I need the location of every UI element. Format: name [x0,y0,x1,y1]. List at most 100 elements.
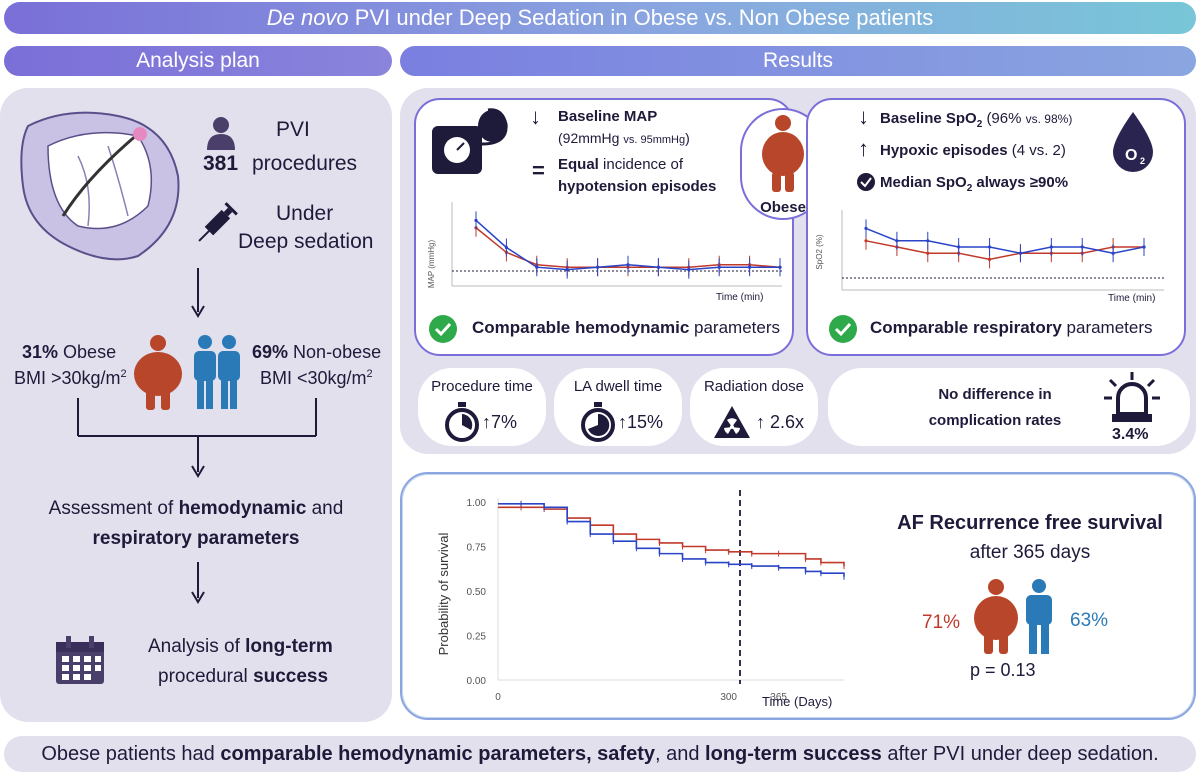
spo2-point [864,226,868,230]
conclusion-bar: Obese patients had comparable hemodynami… [4,736,1196,772]
map-point [504,245,508,250]
survival-ytick: 1.00 [467,498,487,509]
svg-text:2: 2 [1140,156,1145,166]
map-ylabel: MAP (mmHg) [427,240,436,289]
arrow-down-icon: ↓ [858,104,869,129]
spo2-point [1018,251,1023,255]
map-values: (92mmHg vs. 95mmHg) [558,130,690,146]
map-point [565,268,569,272]
complication-line1: No difference in [938,386,1052,403]
sedation-line1: Under [276,202,334,225]
title-italic: De novo [266,5,349,30]
survival-card [400,472,1196,720]
svg-text:O: O [1125,147,1137,164]
radiation-icon [714,406,750,438]
results-header: Results [400,46,1196,76]
map-point [626,263,630,267]
survival-xtick: 365 [770,692,787,703]
obese-person-icon [762,115,804,192]
nonobese-pct: 69% [252,342,289,362]
stopwatch-icon [445,402,479,442]
equals-icon: = [532,158,545,183]
hemo-comparable: Comparable hemodynamic parameters [472,318,780,337]
nonobese-people-icon [194,335,240,409]
sedation-line2: Deep sedation [238,230,374,253]
obese-person-icon [134,335,182,410]
syringe-icon [198,202,238,242]
arrow-down-icon [191,562,205,604]
obese-bmi: BMI >30kg/m [14,368,121,388]
obese-person-icon [974,579,1018,654]
spo2-point [1111,251,1115,255]
map-point [687,268,691,272]
stopwatch-icon [581,402,615,442]
spo2-ylabel: SpO2 (%) [815,234,824,269]
calendar-icon [56,636,104,684]
procedure-time-label: Procedure time [431,378,533,395]
nonobese-label: Non-obese [293,342,382,362]
check-icon [829,315,857,343]
survival-ytick: 0.50 [467,587,487,598]
map-point [656,265,660,269]
map-point [474,218,478,222]
obese-survival-pct: 71% [922,612,961,633]
results-title: Results [762,49,834,72]
title-rest: PVI under Deep Sedation in Obese vs. Non… [354,5,934,30]
arrow-down-icon [191,268,205,318]
pvi-label: PVI [276,118,310,141]
survival-ytick: 0.75 [467,543,487,554]
la-dwell-value: ↑15% [618,412,664,432]
map-xlabel: Time (min) [716,292,763,303]
survival-xlabel: Time (Days) [762,694,832,709]
spo2-point [864,239,868,243]
obese-pct: 31% [22,342,59,362]
survival-chart: Probability of survival 1.00 0.75 0.50 0.25… [436,490,845,709]
check-circle-icon [857,173,875,191]
procedures-label: procedures [252,152,358,175]
siren-icon [1104,372,1160,422]
spo2-chart: SpO2 (%) Time (min) [815,210,1164,304]
person-icon [207,117,235,150]
map-point [535,265,539,269]
procedure-time-value: ↑7% [482,412,518,432]
complication-line2: complication rates [928,412,1062,429]
equal-incidence: Equal incidence of [558,156,684,173]
spo2-point [926,239,930,243]
survival-series-nonobese [498,502,845,577]
la-dwell-pill [554,368,682,446]
procedures-count: 381 [203,152,239,175]
resp-comparable: Comparable respiratory parameters [870,318,1153,337]
survival-ylabel: Probability of survival [436,532,451,655]
spo2-point [957,245,961,249]
survival-series-obese [498,506,845,567]
complication-rate: 3.4% [1112,426,1149,443]
nonobese-person-icon [1026,579,1052,654]
page-title: De novo PVI under Deep Sedation in Obese… [4,2,1196,34]
radiation-pill [690,368,818,446]
check-icon [429,315,457,343]
assessment-text: Assessment of hemodynamic and respirator… [48,498,344,549]
survival-ytick: 0.00 [467,676,487,687]
obese-badge-label: Obese [760,199,806,216]
radiation-label: Radiation dose [703,378,805,395]
spo2-point [926,251,930,255]
spo2-point [987,257,992,261]
analysis-line2: procedural success [158,666,329,687]
survival-title: AF Recurrence free survival [897,512,1163,534]
hypotension-label: hypotension episodes [558,178,717,195]
arrow-down-icon [191,436,205,478]
procedure-time-pill [418,368,546,446]
spo2-point [987,245,992,249]
heart-illustration [20,111,180,261]
analysis-plan-title: Analysis plan [136,49,260,72]
spo2-series-nonobese [865,227,1145,254]
spo2-xlabel: Time (min) [1108,293,1155,304]
p-value: p = 0.13 [970,660,1036,680]
oxygen-drop-icon: O 2 [1113,112,1153,172]
arrow-up-icon: ↑ [858,136,869,161]
analysis-line1: Analysis of long-term [148,636,333,657]
la-dwell-label: LA dwell time [573,378,663,395]
spo2-point [1080,245,1084,249]
map-point [778,265,782,269]
map-point [596,265,600,269]
